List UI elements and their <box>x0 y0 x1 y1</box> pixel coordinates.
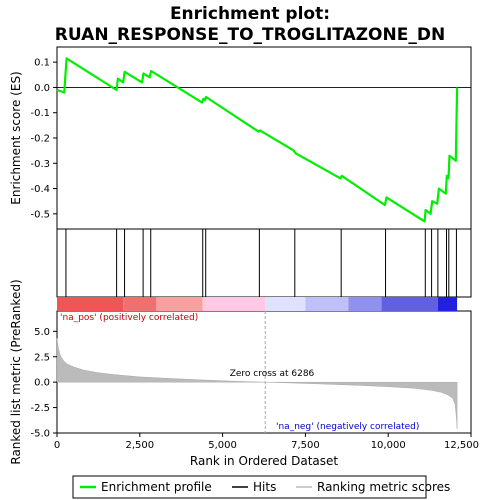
es-panel-frame <box>56 46 472 230</box>
metric-panel-layer <box>56 311 458 433</box>
metric-y-tick-label: 0.0 <box>34 378 50 389</box>
x-tick-label: 10,000 <box>371 440 406 451</box>
ranking-bar-segment <box>265 297 306 311</box>
metric-y-tick-label: 2.5 <box>34 352 50 363</box>
es-y-tick-label: -0.5 <box>30 209 50 220</box>
negative-correlation-label: 'na_neg' (negatively correlated) <box>276 422 419 432</box>
metric-y-tick-label: -5.0 <box>30 429 50 440</box>
ranking-bar-segment <box>437 297 458 311</box>
ranking-bar-segment <box>202 297 266 311</box>
ranking-bar-segment <box>381 297 438 311</box>
x-tick-label: 7,500 <box>291 440 320 451</box>
es-y-tick-label: 0.0 <box>34 83 50 94</box>
legend-es-label: Enrichment profile <box>101 480 212 494</box>
positive-correlation-label: 'na_pos' (positively correlated) <box>60 313 198 323</box>
ranking-bar-segment <box>57 297 124 311</box>
x-tick-label: 2,500 <box>125 440 154 451</box>
legend-box <box>72 475 427 499</box>
hits-layer <box>65 229 457 297</box>
x-tick-label: 0 <box>54 440 60 451</box>
es-y-axis-label: Enrichment score (ES) <box>9 71 23 204</box>
zero-cross-label: Zero cross at 6286 <box>230 369 315 379</box>
es-y-tick-label: -0.2 <box>30 134 50 145</box>
x-axis-label: Rank in Ordered Dataset <box>190 454 338 468</box>
metric-y-tick-label: 5.0 <box>34 327 50 338</box>
ranking-color-bar <box>57 297 458 311</box>
hits-panel-frame <box>56 228 472 298</box>
ranking-bar-segment <box>123 297 157 311</box>
x-tick-label: 12,500 <box>444 440 479 451</box>
metric-y-tick-label: -2.5 <box>30 403 50 414</box>
ranking-metric-area <box>56 338 458 429</box>
es-y-tick-label: -0.1 <box>30 108 50 119</box>
es-panel-layer <box>56 57 471 223</box>
x-tick-label: 5,000 <box>208 440 237 451</box>
chart-title-line-1: Enrichment plot: <box>170 4 330 24</box>
metric-y-axis-label: Ranked list metric (PreRanked) <box>9 279 23 464</box>
es-y-tick-label: -0.4 <box>30 184 50 195</box>
legend-hits-label: Hits <box>253 480 276 494</box>
axis-layer: 0.1 0.0 -0.1 -0.2 -0.3 -0.4 -0.5 5.0 2.5 0.0 -2.5 -… <box>30 58 479 451</box>
ranking-bar-segment <box>156 297 203 311</box>
enrichment-profile-line <box>56 57 459 223</box>
ranking-bar-segment <box>305 297 349 311</box>
es-y-tick-label: -0.3 <box>30 159 50 170</box>
ranking-bar-segment <box>348 297 382 311</box>
legend-metric-label: Ranking metric scores <box>317 480 450 494</box>
chart-title-line-2: RUAN_RESPONSE_TO_TROGLITAZONE_DN <box>55 25 445 45</box>
es-y-tick-label: 0.1 <box>34 58 50 69</box>
